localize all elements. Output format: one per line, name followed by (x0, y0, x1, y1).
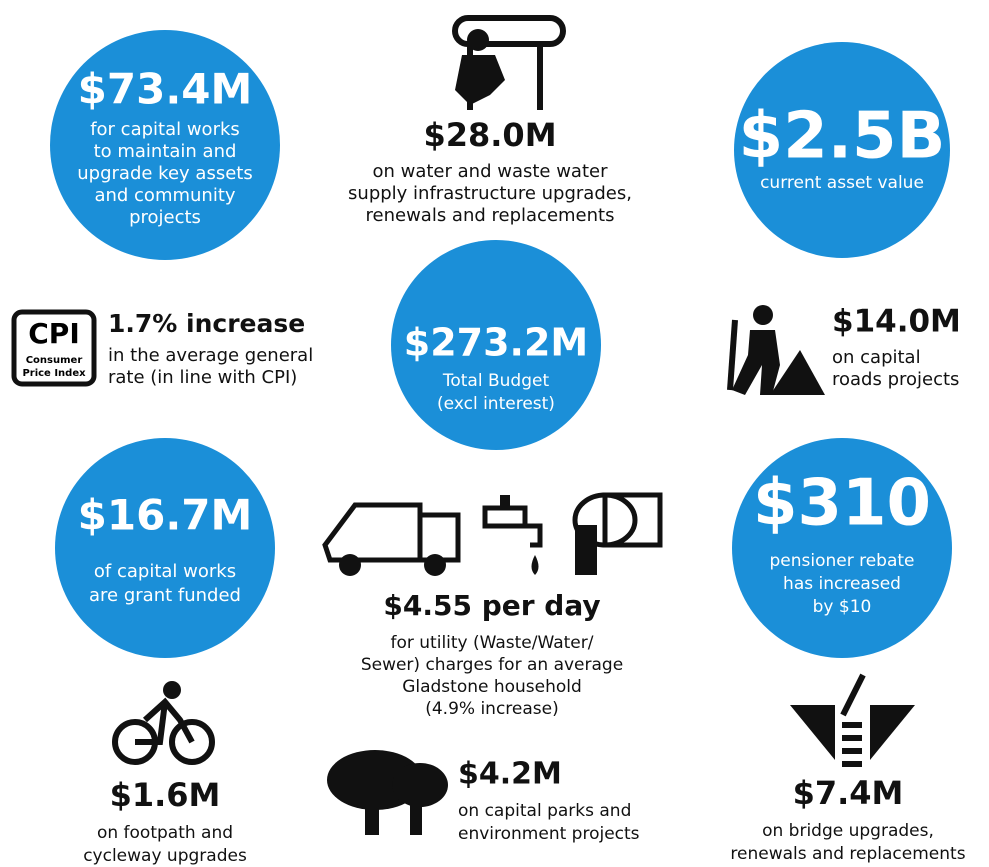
caption-line: environment projects (458, 824, 640, 844)
headline: $16.7M (78, 491, 253, 540)
headline: $4.55 per day (383, 589, 600, 622)
bicycle-icon (112, 681, 215, 765)
circle (50, 30, 280, 260)
caption-line: for capital works (90, 119, 240, 140)
caption-line: projects (129, 207, 201, 228)
headline: 1.7% increase (108, 309, 305, 338)
caption-line: on capital parks and (458, 801, 631, 821)
caption-line: has increased (783, 574, 901, 594)
caption-line: on footpath and (97, 823, 233, 843)
caption-line: by $10 (813, 597, 872, 617)
caption-line: current asset value (760, 173, 924, 193)
headline: $310 (753, 467, 931, 541)
caption-line: and community (94, 185, 235, 206)
caption-line: Total Budget (442, 371, 550, 391)
headline: $1.6M (110, 776, 221, 814)
circle (734, 42, 950, 258)
caption-line: renewals and replacements (730, 844, 965, 864)
caption-line: in the average general (108, 345, 313, 366)
caption-line: on bridge upgrades, (762, 821, 934, 841)
caption-line: supply infrastructure upgrades, (348, 183, 632, 204)
headline: $73.4M (78, 65, 253, 114)
caption-line: Gladstone household (402, 677, 582, 697)
headline: $7.4M (793, 774, 904, 812)
cpi-line: Consumer (26, 355, 83, 366)
circle (391, 240, 601, 450)
headline: $28.0M (423, 116, 556, 154)
caption-line: on water and waste water (372, 161, 608, 182)
caption-line: rate (in line with CPI) (108, 367, 297, 388)
road-worker-icon (727, 305, 825, 395)
caption-line: (excl interest) (437, 394, 555, 414)
caption-line: upgrade key assets (77, 163, 252, 184)
cpi-line: Price Index (22, 368, 86, 379)
caption-line: (4.9% increase) (425, 699, 559, 719)
circles (50, 30, 952, 658)
cpi-icon: CPI Consumer Price Index (11, 309, 97, 387)
caption-line: for utility (Waste/Water/ (391, 633, 594, 653)
headline: $4.2M (458, 757, 562, 792)
caption-line: to maintain and (94, 141, 237, 162)
caption-line: pensioner rebate (769, 551, 914, 571)
circle (732, 438, 952, 658)
circle (55, 438, 275, 658)
caption-line: are grant funded (89, 585, 241, 606)
cpi-title: CPI (28, 317, 80, 350)
worker-pipe-icon (452, 15, 566, 110)
headline: $2.5B (739, 100, 946, 174)
headline: $14.0M (832, 304, 961, 340)
caption-line: Sewer) charges for an average (361, 655, 623, 675)
caption-line: of capital works (94, 561, 236, 582)
trees-icon (327, 750, 448, 835)
caption-line: renewals and replacements (366, 205, 615, 226)
caption-line: roads projects (832, 369, 959, 390)
headline: $273.2M (404, 321, 588, 365)
bridge-icon (790, 673, 915, 767)
caption-line: cycleway upgrades (83, 846, 247, 866)
utility-icons (322, 492, 663, 576)
caption-line: on capital (832, 347, 921, 368)
